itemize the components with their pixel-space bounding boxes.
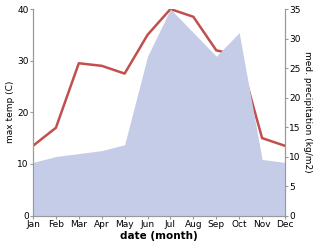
Y-axis label: max temp (C): max temp (C) [5, 81, 15, 144]
X-axis label: date (month): date (month) [120, 231, 198, 242]
Y-axis label: med. precipitation (kg/m2): med. precipitation (kg/m2) [303, 51, 313, 173]
